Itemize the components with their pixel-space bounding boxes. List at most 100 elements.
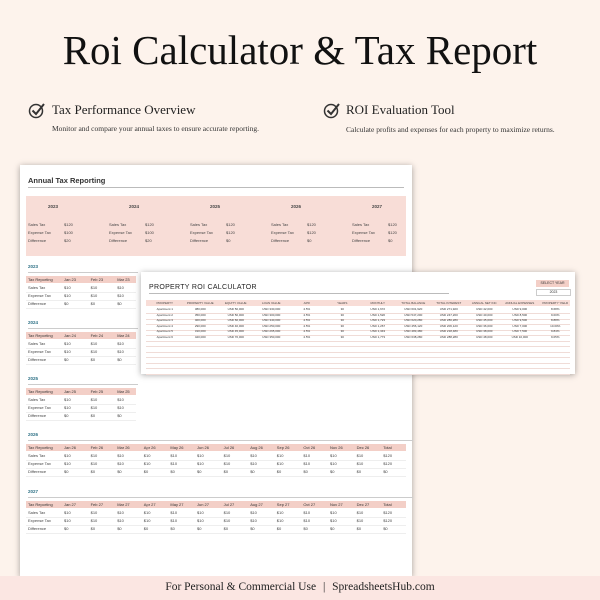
cell: USD 1,267 xyxy=(370,323,386,328)
row-line xyxy=(26,460,406,461)
footer: For Personal & Commercial Use | Spreadsh… xyxy=(0,581,600,594)
cell: USD 265,000 xyxy=(262,329,281,333)
cell: Apartment 6 xyxy=(156,334,173,339)
cell: Sales Tax xyxy=(28,397,46,402)
column-header: Jan 27 xyxy=(64,501,77,507)
column-header: Apr 27 xyxy=(143,501,156,507)
cell: Sales Tax xyxy=(28,285,46,290)
column-header: ANNUAL EXPENSES xyxy=(505,300,535,305)
cell: $10 xyxy=(90,341,98,346)
cell: USD 330,000 xyxy=(262,307,281,311)
cell: 4.5% xyxy=(303,323,311,328)
row-line xyxy=(26,308,136,309)
select-year-button[interactable]: SELECT YEAR xyxy=(536,280,569,287)
column-header: Tax Reporting xyxy=(28,276,53,282)
cell: $10 xyxy=(330,518,337,523)
cell: 8.68% xyxy=(550,307,560,311)
row-line xyxy=(26,412,136,413)
select-year[interactable]: 2023 xyxy=(536,289,571,296)
cell: $10 xyxy=(117,518,124,523)
column-header: Aug 27 xyxy=(250,501,263,507)
column-header: Mar 23 xyxy=(117,276,130,282)
column-header: Sep 27 xyxy=(276,501,290,507)
cell: $0 xyxy=(303,526,308,531)
cell: $0 xyxy=(197,469,202,474)
footer-separator: | xyxy=(322,581,326,593)
summary-label: Difference xyxy=(28,238,47,243)
row-line xyxy=(146,346,570,347)
summary-value: $100 xyxy=(64,230,73,235)
column-header: Feb 25 xyxy=(90,388,104,394)
cell: $120 xyxy=(383,510,393,515)
row-line xyxy=(26,404,136,405)
cell: $10 xyxy=(356,510,364,515)
feature-text: Calculate profits and expenses for each … xyxy=(346,125,555,134)
cell: $0 xyxy=(170,526,175,531)
cell: $0 xyxy=(90,301,96,306)
section-rule xyxy=(28,328,138,329)
column-header: Jan 25 xyxy=(64,388,77,394)
cell: USD 206,120 xyxy=(439,323,458,328)
cell: Apartment 3 xyxy=(156,318,173,322)
cell: $10 xyxy=(117,510,124,515)
feature-title: Tax Performance Overview xyxy=(52,102,196,117)
row-line xyxy=(146,351,570,353)
page-title: Roi Calculator & Tax Report xyxy=(62,27,538,73)
cell: USD 483,480 xyxy=(404,329,423,333)
summary-value: $120 xyxy=(307,230,316,235)
cell: $10 xyxy=(64,405,71,410)
cell: $10 xyxy=(117,293,124,298)
cell: $0 xyxy=(143,526,149,531)
cell: $10 xyxy=(276,461,284,466)
cell: $10 xyxy=(90,293,98,298)
cell: USD 1,773 xyxy=(370,334,386,339)
summary-value: $0 xyxy=(226,238,231,243)
cell: $10 xyxy=(197,518,204,523)
column-header: EQUITY VALUE xyxy=(224,300,247,305)
cell: $10 xyxy=(90,518,98,523)
cell: USD 45,000 xyxy=(227,329,244,333)
cell: Difference xyxy=(28,469,47,474)
cell: $10 xyxy=(64,397,71,402)
cell: $0 xyxy=(90,469,96,474)
cell: USD 60,000 xyxy=(227,318,244,322)
row-line xyxy=(26,476,406,477)
cell: Difference xyxy=(28,357,47,362)
column-header: May 27 xyxy=(170,501,184,507)
cell: $0 xyxy=(90,357,96,362)
cell: 30 xyxy=(340,307,344,311)
cell: $10 xyxy=(143,461,151,466)
cell: $10 xyxy=(356,518,364,523)
cell: 350,000 xyxy=(194,312,206,317)
cell: USD 40,000 xyxy=(476,312,493,317)
cell: USD 36,000 xyxy=(476,323,493,328)
cell: $10 xyxy=(223,510,231,515)
row-line xyxy=(26,533,406,534)
cell: $0 xyxy=(276,526,282,531)
cell: USD 247,200 xyxy=(439,312,458,317)
summary-label: Sales Tax xyxy=(352,222,370,227)
cell: $0 xyxy=(64,469,69,474)
column-header: ANNUAL NET INC xyxy=(471,300,497,305)
cell: Apartment 2 xyxy=(156,312,173,317)
cell: $0 xyxy=(143,469,149,474)
footer-band xyxy=(0,576,600,600)
column-header: Aug 26 xyxy=(250,444,263,450)
summary-label: Difference xyxy=(352,238,371,243)
column-header: Tax Reporting xyxy=(28,501,53,507)
cell: USD 70,000 xyxy=(227,334,244,339)
column-header: Mar 27 xyxy=(117,501,130,507)
cell: 9.84% xyxy=(550,329,560,333)
cell: USD 1,672 xyxy=(370,307,386,311)
summary-year: 2025 xyxy=(210,204,221,209)
cell: USD 218,480 xyxy=(439,329,458,333)
column-header: Feb 23 xyxy=(90,276,104,282)
roi-sheet: PROPERTY ROI CALCULATOR SELECT YEAR 2023 PR… xyxy=(141,272,575,375)
summary-value: $120 xyxy=(388,222,397,227)
cell: Expense Tax xyxy=(28,461,51,466)
cell: $10 xyxy=(223,518,231,523)
cell: $10 xyxy=(330,510,337,515)
cell: 30 xyxy=(340,312,344,317)
column-header: LOAN VALUE xyxy=(261,300,281,305)
summary-label: Expense Tax xyxy=(190,230,213,235)
